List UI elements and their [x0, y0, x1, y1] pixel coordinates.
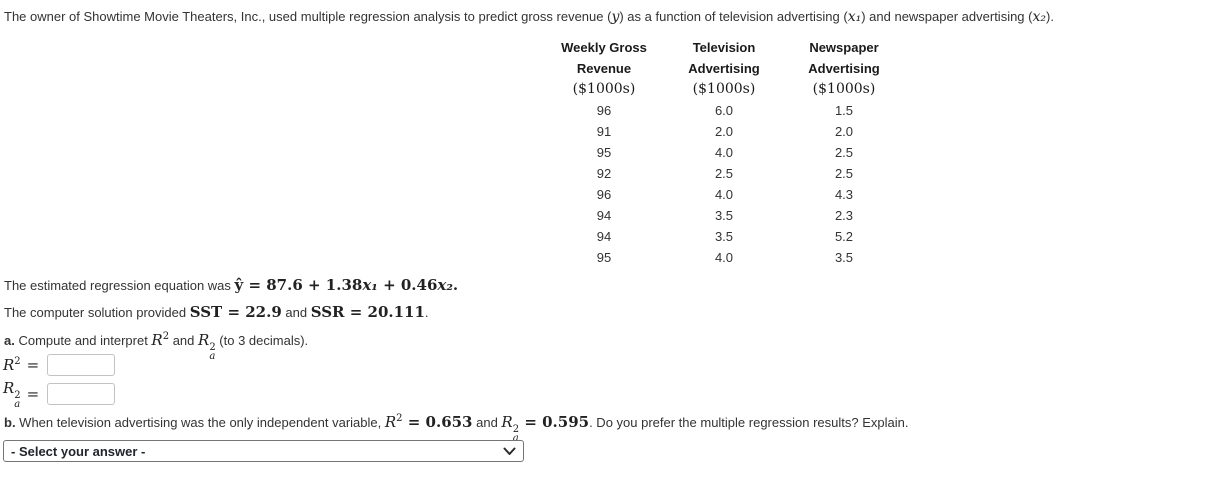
- r2-simple-value: = 0.653: [402, 413, 473, 431]
- table-cell: 96: [596, 103, 612, 118]
- table-cell: 4.0: [714, 187, 734, 202]
- table-cell: 3.5: [714, 208, 734, 223]
- table-header-row: Weekly Gross Revenue ($1000s) Television…: [544, 37, 904, 100]
- table-cell: 2.0: [834, 124, 854, 139]
- part-b-label: b.: [4, 415, 16, 430]
- answer-select[interactable]: - Select your answer -: [3, 440, 524, 462]
- answer-select-value: - Select your answer -: [11, 443, 146, 459]
- table-cell: 1.5: [834, 103, 854, 118]
- var-x1: x₁: [362, 276, 378, 294]
- table-cell: 4.3: [834, 187, 854, 202]
- chevron-down-icon: [503, 447, 516, 456]
- r2a-input[interactable]: [47, 383, 116, 405]
- table-cell: 2.5: [834, 145, 854, 160]
- var-x2: x₂: [437, 276, 453, 294]
- table-cell: 94: [596, 229, 612, 244]
- table-row: 96 6.0 1.5: [544, 100, 904, 121]
- col-header-television-advertising: Television Advertising ($1000s): [688, 40, 760, 97]
- regression-equation: ŷ = 87.6 + 1.38x₁ + 0.46x₂.: [234, 276, 459, 294]
- table-cell: 92: [596, 166, 612, 181]
- table-row: 94 3.5 2.3: [544, 205, 904, 226]
- var-x2: x₂: [1032, 9, 1046, 25]
- equals-sign: =: [26, 356, 40, 374]
- ssr-value: SSR = 20.111: [310, 303, 425, 321]
- table-row: 95 4.0 3.5: [544, 247, 904, 268]
- table-row: 96 4.0 4.3: [544, 184, 904, 205]
- table-row: 92 2.5 2.5: [544, 163, 904, 184]
- table-cell: 6.0: [714, 103, 734, 118]
- table-cell: 94: [596, 208, 612, 223]
- table-cell: 3.5: [714, 229, 734, 244]
- statement-text: The owner of Showtime Movie Theaters, In…: [4, 9, 612, 24]
- part-a-label: a.: [4, 333, 15, 348]
- table-cell: 91: [596, 124, 612, 139]
- table-cell: 2.0: [714, 124, 734, 139]
- var-y: y: [611, 9, 620, 25]
- table-row: 94 3.5 5.2: [544, 226, 904, 247]
- r-squared-symbol: R2: [384, 413, 403, 431]
- table-row: 95 4.0 2.5: [544, 142, 904, 163]
- part-b-prompt: b. When television advertising was the o…: [4, 413, 909, 444]
- table-cell: 2.3: [834, 208, 854, 223]
- regression-equation-line: The estimated regression equation was ŷ …: [4, 276, 459, 294]
- table-cell: 95: [596, 250, 612, 265]
- r-squared-symbol: R2: [151, 331, 170, 349]
- equals-sign: =: [26, 385, 40, 403]
- table-cell: 2.5: [834, 166, 854, 181]
- col-header-newspaper-advertising: Newspaper Advertising ($1000s): [808, 40, 880, 97]
- table-cell: 3.5: [834, 250, 854, 265]
- r2-answer-row: R2 =: [3, 353, 116, 377]
- r-squared-symbol: R2: [3, 356, 21, 374]
- var-x1: x₁: [847, 9, 862, 25]
- table-cell: 5.2: [834, 229, 854, 244]
- sst-value: SST = 22.9: [189, 303, 282, 321]
- r2-input[interactable]: [47, 354, 116, 376]
- problem-statement: The owner of Showtime Movie Theaters, In…: [4, 9, 1054, 25]
- table-cell: 4.0: [714, 145, 734, 160]
- table-row: 91 2.0 2.0: [544, 121, 904, 142]
- computer-solution-line: The computer solution provided SST = 22.…: [4, 303, 429, 321]
- data-table: Weekly Gross Revenue ($1000s) Television…: [544, 37, 904, 268]
- col-header-weekly-gross-revenue: Weekly Gross Revenue ($1000s): [561, 40, 647, 97]
- table-cell: 95: [596, 145, 612, 160]
- table-cell: 2.5: [714, 166, 734, 181]
- r2a-simple-value: = 0.595: [519, 413, 590, 431]
- table-cell: 96: [596, 187, 612, 202]
- table-cell: 4.0: [714, 250, 734, 265]
